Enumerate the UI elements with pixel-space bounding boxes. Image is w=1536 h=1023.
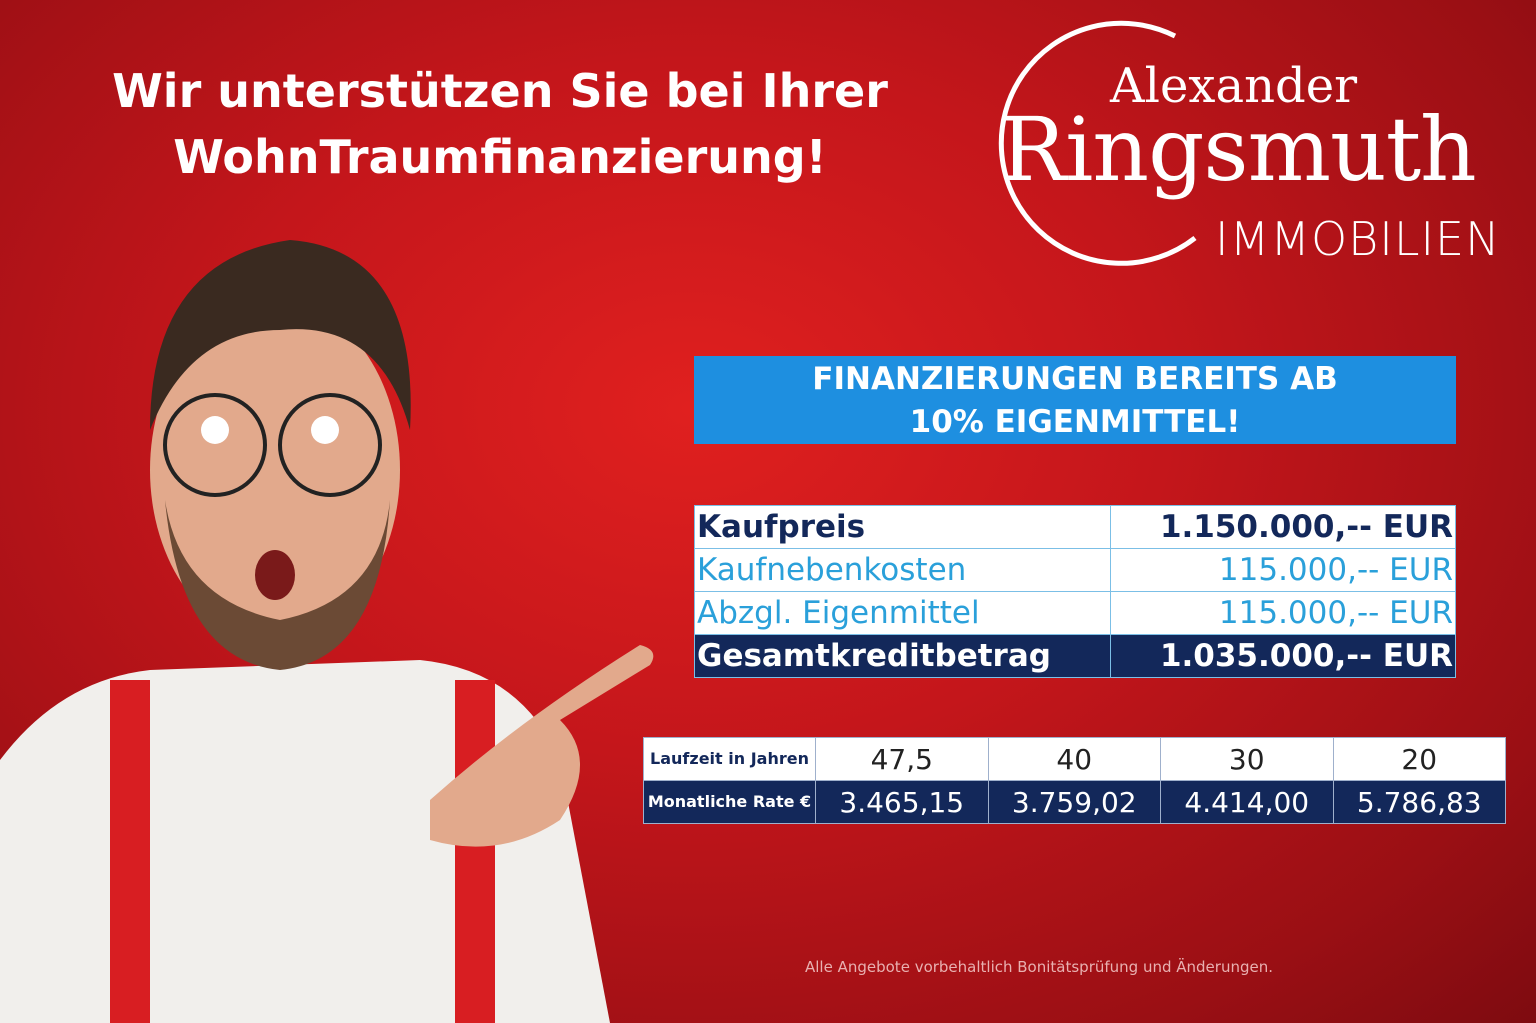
rate-cell: 3.465,15	[815, 780, 989, 824]
logo-subtitle: IMMOBILIEN	[1215, 212, 1501, 266]
disclaimer: Alle Angebote vorbehaltlich Bonitätsprüf…	[805, 958, 1273, 976]
term-cell: 20	[1332, 737, 1506, 781]
headline-line-1: Wir unterstützen Sie bei Ihrer	[112, 64, 888, 118]
logo-last-name: Ringsmuth	[1000, 98, 1477, 201]
term-cell: 40	[987, 737, 1161, 781]
rates-table: Laufzeit in Jahren 47,5 40 30 20 Monatli…	[643, 737, 1506, 824]
logo-first-name: Alexander	[1110, 58, 1358, 114]
logo-circle-arc	[998, 20, 1197, 266]
summary-table: Kaufpreis 1.150.000,-- EUR Kaufnebenkoste…	[694, 505, 1457, 678]
row-label: Kaufnebenkosten	[694, 548, 1111, 592]
row-value: 1.035.000,-- EUR	[1109, 634, 1457, 678]
banner-line-2: 10% EIGENMITTEL!	[909, 404, 1241, 440]
term-cell: 47,5	[815, 737, 989, 781]
headline: Wir unterstützen Sie bei Ihrer WohnTraum…	[40, 58, 960, 190]
row-value: 115.000,-- EUR	[1109, 591, 1457, 635]
term-cell: 30	[1160, 737, 1334, 781]
rate-row: Monatliche Rate € 3.465,15 3.759,02 4.41…	[643, 780, 1506, 824]
rate-cell: 3.759,02	[987, 780, 1161, 824]
term-row: Laufzeit in Jahren 47,5 40 30 20	[643, 737, 1506, 781]
term-header: Laufzeit in Jahren	[643, 737, 816, 781]
table-row: Abzgl. Eigenmittel 115.000,-- EUR	[694, 591, 1457, 635]
man-pointing-photo	[0, 240, 654, 1023]
row-label: Kaufpreis	[694, 505, 1111, 549]
table-row: Kaufnebenkosten 115.000,-- EUR	[694, 548, 1457, 592]
row-value: 115.000,-- EUR	[1109, 548, 1457, 592]
row-label: Gesamtkreditbetrag	[694, 634, 1111, 678]
row-value: 1.150.000,-- EUR	[1109, 505, 1457, 549]
financing-banner: FINANZIERUNGEN BEREITS AB 10% EIGENMITTE…	[694, 356, 1456, 444]
headline-line-2: WohnTraumfinanzierung!	[173, 130, 827, 184]
banner-line-1: FINANZIERUNGEN BEREITS AB	[812, 361, 1338, 397]
rate-cell: 4.414,00	[1160, 780, 1334, 824]
table-row: Gesamtkreditbetrag 1.035.000,-- EUR	[694, 634, 1457, 678]
rate-header: Monatliche Rate €	[643, 780, 816, 824]
rate-cell: 5.786,83	[1332, 780, 1506, 824]
table-row: Kaufpreis 1.150.000,-- EUR	[694, 505, 1457, 549]
row-label: Abzgl. Eigenmittel	[694, 591, 1111, 635]
